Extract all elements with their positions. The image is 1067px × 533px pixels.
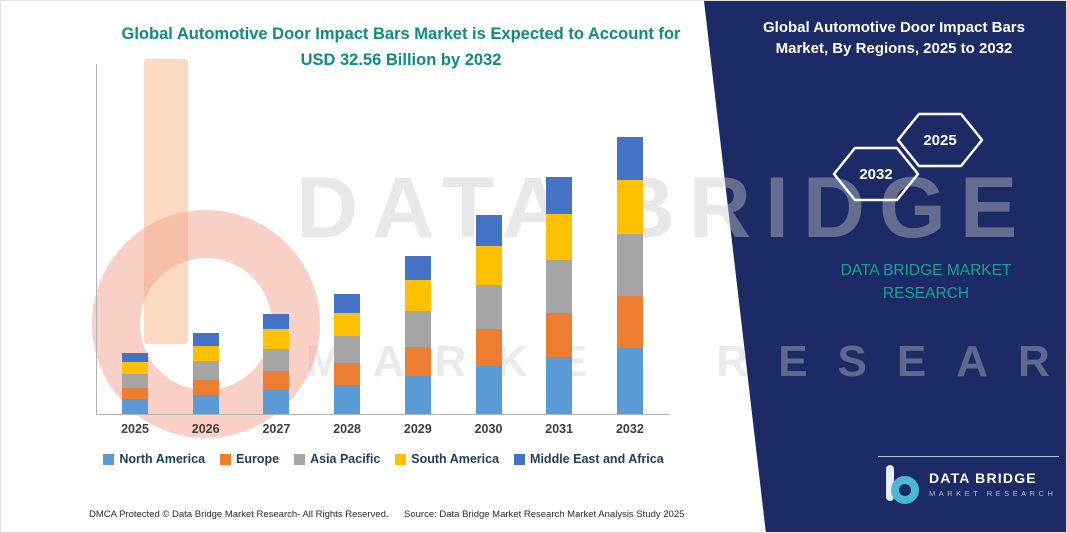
bar-2025-segment-asia-pacific <box>122 374 148 389</box>
bar-2031-segment-europe <box>546 313 573 357</box>
x-axis-label-2031: 2031 <box>545 422 574 436</box>
bar-2032 <box>616 137 643 414</box>
bar-2027-segment-europe <box>263 371 290 390</box>
legend-swatch-europe <box>220 453 232 465</box>
bar-2028-segment-north-america <box>334 385 361 414</box>
bar-2029 <box>404 255 431 414</box>
page-title-line1: Global Automotive Door Impact Bars Marke… <box>121 25 681 43</box>
bar-2032-segment-north-america <box>616 347 643 414</box>
bar-2026-segment-middle-east-and-africa <box>192 333 219 346</box>
hexagon-outline-icon <box>896 112 984 168</box>
bar-2026 <box>192 333 219 414</box>
legend-label-asia-pacific: Asia Pacific <box>310 452 381 466</box>
bar-2028-segment-europe <box>334 363 361 386</box>
chart-legend: North America Europe Asia Pacific South Ame… <box>96 452 671 466</box>
bar-2030-segment-north-america <box>475 366 502 414</box>
brand-wordmark-line2: RESEARCH <box>882 285 970 302</box>
legend-label-south-america: South America <box>411 452 500 466</box>
databridge-b-icon <box>886 465 919 504</box>
bar-2026-segment-europe <box>192 379 219 395</box>
hexagon-badge-2025-label: 2025 <box>923 131 957 149</box>
hexagon-badge-2032-label: 2032 <box>859 165 893 183</box>
databridge-logo-text: DATA BRIDGE MARKET RESEARCH <box>929 470 1056 498</box>
bar-2030 <box>475 215 502 414</box>
logo-subtitle: MARKET RESEARCH <box>929 489 1057 498</box>
hexagon-badge-2032: 2032 <box>831 145 921 203</box>
brand-wordmark-line1: DATA BRIDGE MARKET <box>840 262 1012 279</box>
bar-2029-segment-europe <box>404 346 431 377</box>
x-axis-label-2027: 2027 <box>262 422 291 436</box>
legend-item-north-america: North America <box>103 452 205 466</box>
legend-item-middle-east-and-africa: Middle East and Africa <box>514 452 664 466</box>
bar-2030-segment-asia-pacific <box>475 284 502 330</box>
bar-2030-segment-south-america <box>475 245 502 285</box>
bar-2025-segment-middle-east-and-africa <box>122 352 148 363</box>
side-panel-title-line2: Market, By Regions, 2025 to 2032 <box>775 40 1013 57</box>
bar-2025-segment-europe <box>122 388 148 400</box>
bar-2032-segment-europe <box>616 296 643 348</box>
bar-2026-segment-north-america <box>192 394 219 414</box>
bar-2025 <box>122 352 148 414</box>
source-note: Source: Data Bridge Market Research Mark… <box>404 509 685 520</box>
x-axis-label-2025: 2025 <box>121 422 149 436</box>
legend-item-europe: Europe <box>220 452 279 466</box>
x-axis-label-2029: 2029 <box>403 422 432 436</box>
bar-2028-segment-middle-east-and-africa <box>334 294 361 313</box>
x-axis-label-2032: 2032 <box>615 422 644 436</box>
bar-2029-segment-south-america <box>404 280 431 312</box>
bar-2028 <box>334 294 361 414</box>
bar-2027-segment-asia-pacific <box>263 348 290 372</box>
bar-2031-segment-south-america <box>546 213 573 260</box>
bar-2029-segment-asia-pacific <box>404 311 431 347</box>
bar-2032-segment-asia-pacific <box>616 234 643 297</box>
page-title: Global Automotive Door Impact Bars Marke… <box>56 21 746 73</box>
bar-2029-segment-north-america <box>404 376 431 414</box>
bar-2027-segment-north-america <box>263 389 290 414</box>
x-axis-label-2026: 2026 <box>191 422 220 436</box>
bar-2030-segment-europe <box>475 329 502 367</box>
hexagon-badge-2025: 2025 <box>895 111 985 169</box>
bar-2025-segment-south-america <box>122 362 148 375</box>
bar-2032-segment-south-america <box>616 180 643 235</box>
side-panel-title-line1: Global Automotive Door Impact Bars <box>763 19 1025 36</box>
legend-label-middle-east-and-africa: Middle East and Africa <box>530 452 664 466</box>
legend-item-south-america: South America <box>395 452 499 466</box>
dmca-notice: DMCA Protected © Data Bridge Market Rese… <box>89 509 389 520</box>
logo-title: DATA BRIDGE <box>929 470 1037 486</box>
bar-2031 <box>546 176 573 414</box>
side-panel-title: Global Automotive Door Impact Bars Marke… <box>727 17 1061 59</box>
bar-2028-segment-asia-pacific <box>334 336 361 364</box>
bar-2031-segment-middle-east-and-africa <box>546 176 573 214</box>
bar-2027-segment-south-america <box>263 329 290 349</box>
page-title-line2: USD 32.56 Billion by 2032 <box>300 51 502 69</box>
bar-2026-segment-asia-pacific <box>192 361 219 380</box>
x-axis-label-2028: 2028 <box>333 422 361 436</box>
legend-swatch-north-america <box>103 453 115 465</box>
bar-2032-segment-middle-east-and-africa <box>616 137 643 181</box>
legend-swatch-south-america <box>395 453 407 465</box>
bar-2027-segment-middle-east-and-africa <box>263 313 290 330</box>
bar-2025-segment-north-america <box>122 399 148 414</box>
hexagon-outline-icon <box>832 146 920 202</box>
bar-2028-segment-south-america <box>334 312 361 337</box>
legend-label-north-america: North America <box>119 452 206 466</box>
legend-swatch-asia-pacific <box>294 453 306 465</box>
bar-2029-segment-middle-east-and-africa <box>404 255 431 281</box>
bar-2031-segment-north-america <box>546 357 573 414</box>
bar-2031-segment-asia-pacific <box>546 259 573 314</box>
stacked-bar-chart: 2025 2026 2027 2028 2029 2030 2031 2032 <box>96 64 670 436</box>
panel-divider <box>878 456 1059 457</box>
databridge-logo: DATA BRIDGE MARKET RESEARCH <box>883 463 1056 505</box>
legend-label-europe: Europe <box>236 452 280 466</box>
brand-wordmark: DATA BRIDGE MARKET RESEARCH <box>781 259 1066 305</box>
x-axis-label-2030: 2030 <box>474 422 503 436</box>
legend-swatch-middle-east-and-africa <box>514 453 526 465</box>
legend-item-asia-pacific: Asia Pacific <box>294 452 380 466</box>
bar-2026-segment-south-america <box>192 345 219 362</box>
bar-2030-segment-middle-east-and-africa <box>475 215 502 246</box>
bar-2027 <box>263 313 290 414</box>
